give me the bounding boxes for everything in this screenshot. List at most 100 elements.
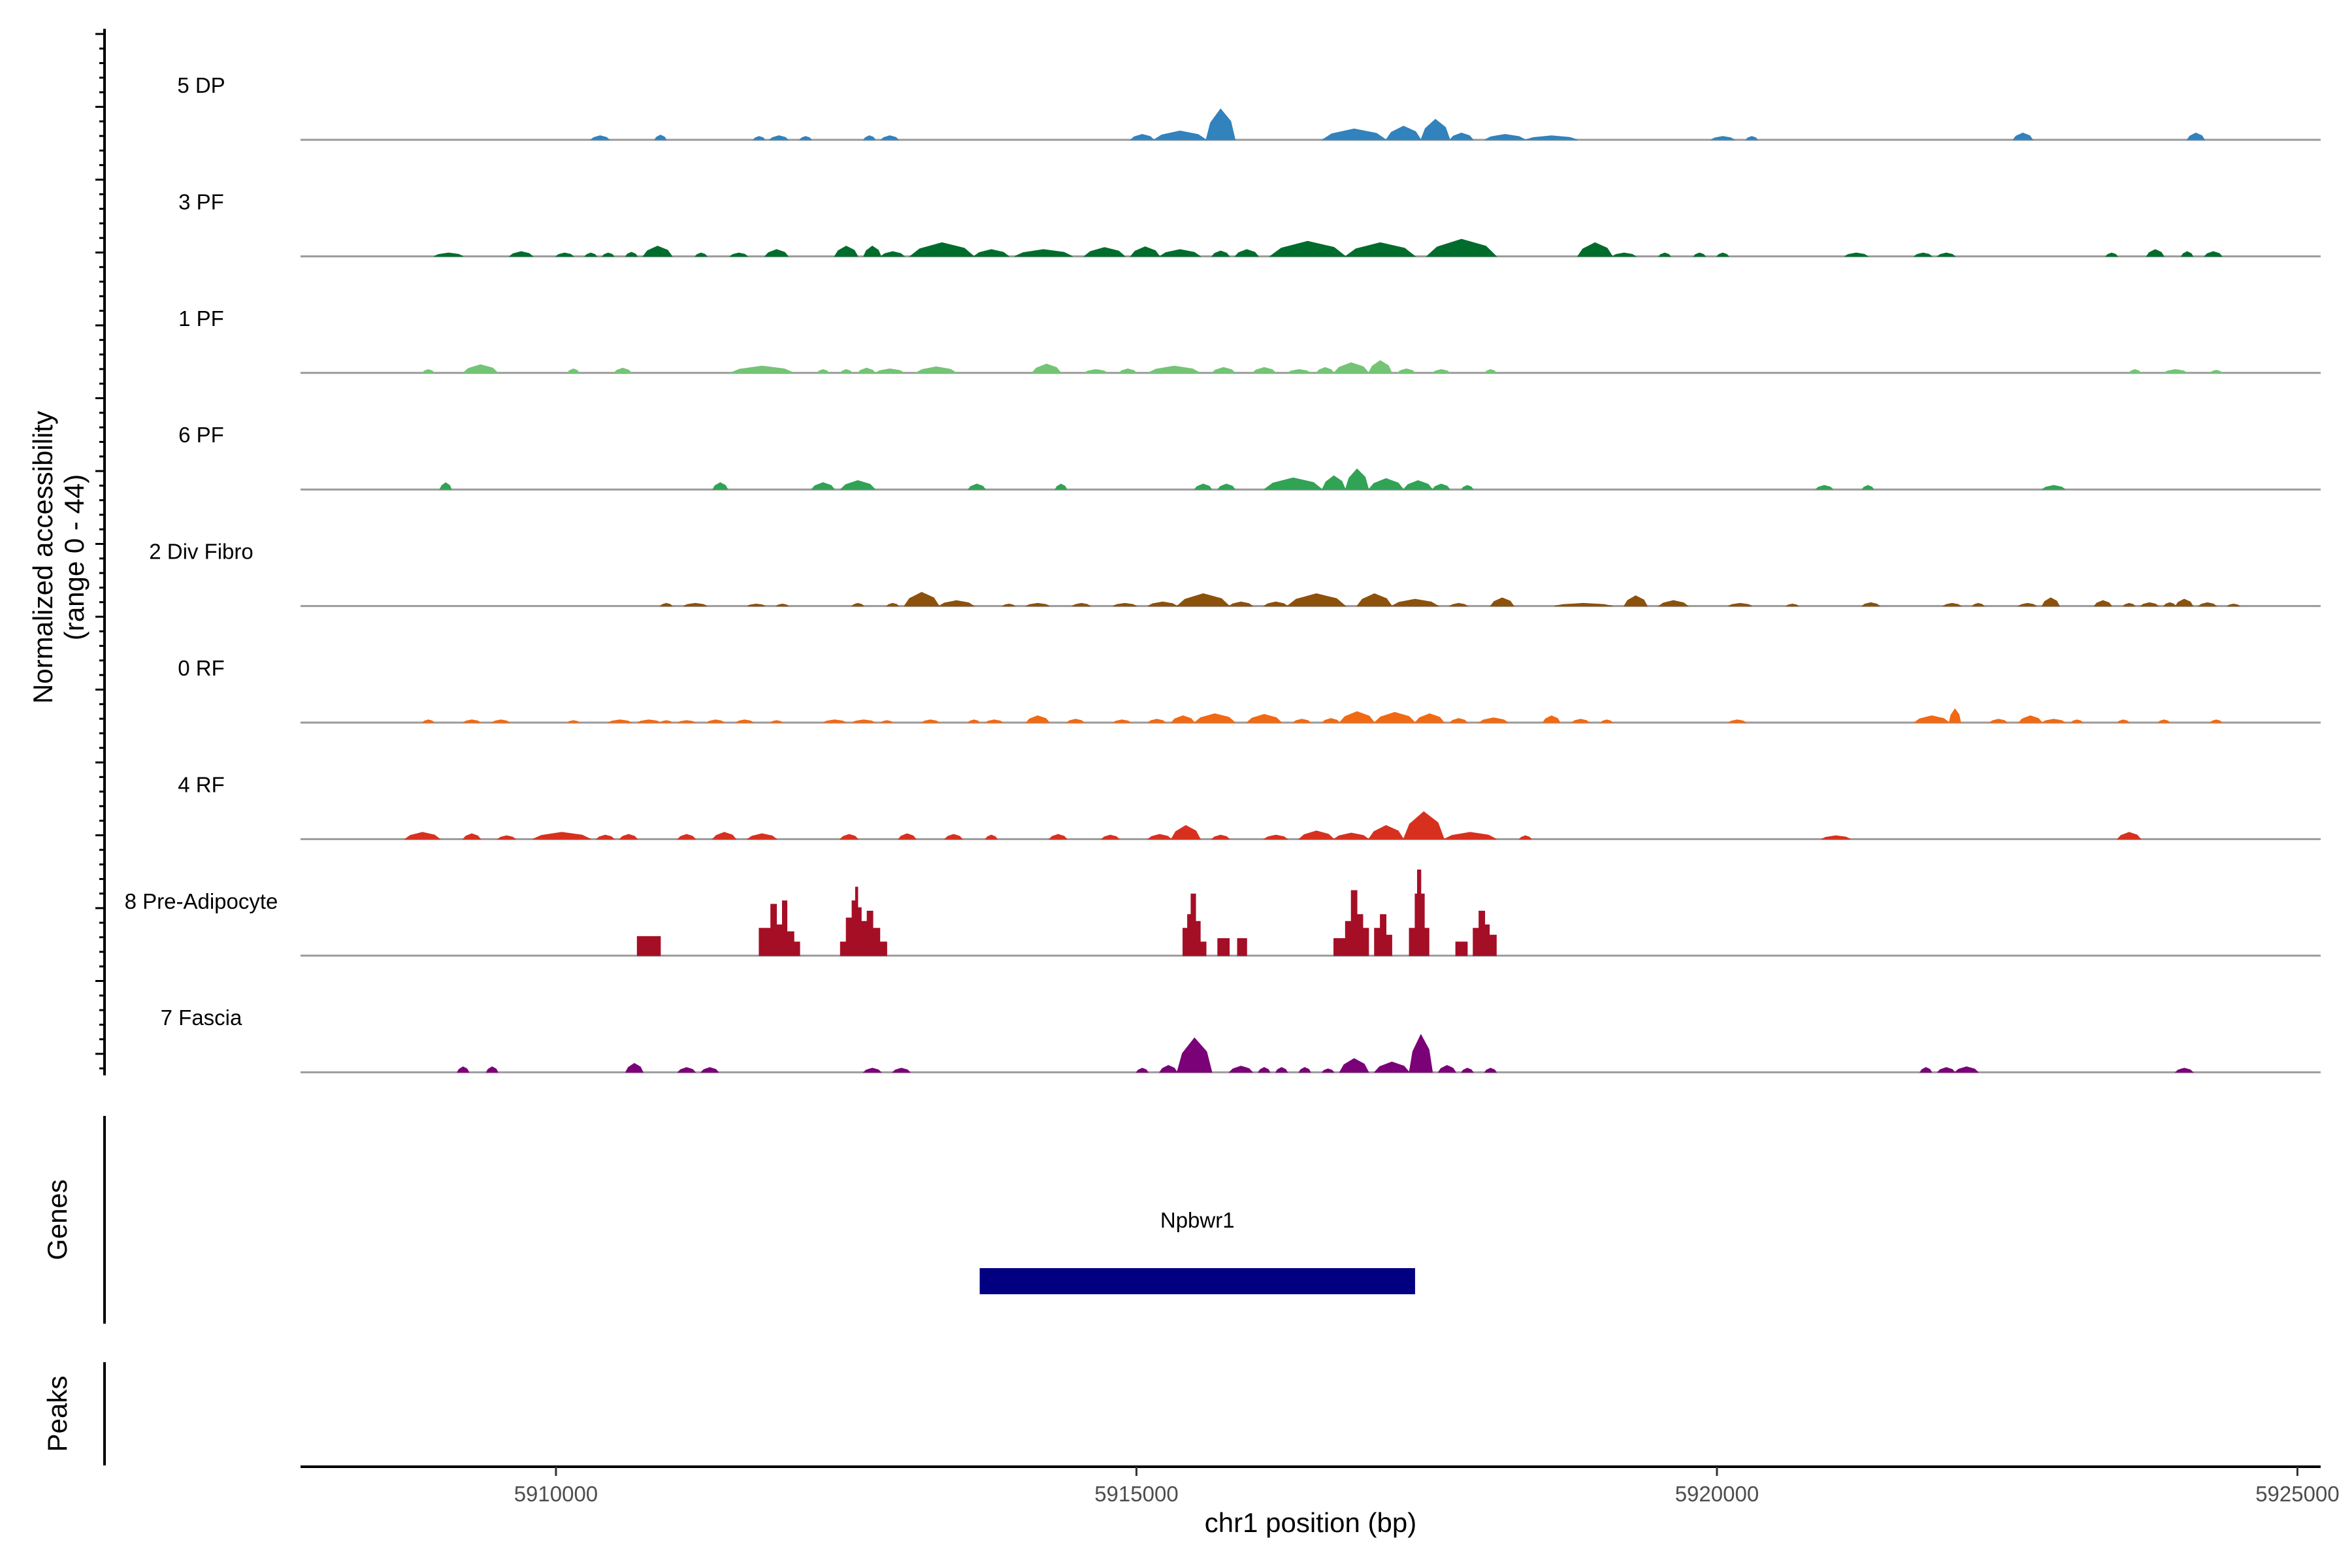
coverage-peak: [857, 907, 862, 956]
coverage-peak: [851, 719, 875, 723]
coverage-peak: [584, 252, 598, 257]
track-label: 3 PF: [178, 189, 224, 214]
coverage-peak: [1814, 485, 1834, 490]
coverage-peak: [1367, 825, 1405, 840]
coverage-peak: [851, 602, 865, 607]
coverage-peak: [1130, 134, 1155, 140]
coverage-peak: [834, 246, 858, 257]
coverage-peak: [775, 603, 789, 607]
coverage-peak: [944, 834, 964, 840]
coverage-peak: [1913, 715, 1950, 723]
coverage-peak: [404, 832, 441, 840]
coverage-peak: [2227, 603, 2241, 607]
coverage-peak: [1623, 595, 1648, 607]
coverage-peak: [1414, 893, 1418, 956]
coverage-peak: [1409, 1034, 1433, 1073]
coverage-peak: [1205, 108, 1236, 140]
coverage-peak: [1251, 367, 1277, 374]
coverage-peak: [1437, 1065, 1457, 1073]
coverage-peak: [1112, 719, 1132, 723]
coverage-peak: [1484, 369, 1497, 374]
coverage-peak: [1321, 718, 1341, 723]
coverage-peak: [769, 720, 784, 723]
coverage-peak: [886, 602, 900, 607]
coverage-peak: [1403, 811, 1445, 840]
coverage-peak: [855, 887, 858, 956]
x-tick-label: 5920000: [1675, 1482, 1759, 1506]
coverage-peak: [1344, 242, 1416, 257]
coverage-peak: [1392, 598, 1440, 607]
coverage-peak: [2042, 719, 2066, 723]
coverage-peak: [2163, 602, 2176, 607]
coverage-peak: [1333, 362, 1369, 374]
coverage-peak: [1292, 719, 1312, 723]
coverage-peak: [2041, 597, 2061, 607]
coverage-peak: [457, 1066, 470, 1073]
coverage-peak: [2017, 715, 2043, 723]
coverage-peak: [1333, 938, 1346, 956]
coverage-peak: [880, 251, 906, 257]
coverage-peak: [781, 900, 788, 956]
coverage-peak: [566, 368, 580, 374]
coverage-peak: [1176, 593, 1230, 607]
coverage-peak: [1275, 1067, 1288, 1073]
coverage-peak: [880, 135, 900, 140]
coverage-peak: [1147, 834, 1173, 840]
coverage-peak: [1386, 934, 1392, 956]
coverage-peak: [2157, 719, 2171, 723]
coverage-peak: [1658, 252, 1671, 257]
coverage-peak: [746, 833, 778, 840]
coverage-peak: [898, 833, 917, 840]
track-labels: 5 DP 3 PF 1 PF 6 PF 2 Div Fibro 0 RF 4 RF 8 Pre…: [125, 73, 278, 1030]
coverage-peak: [1118, 368, 1137, 374]
coverage-peak: [1287, 369, 1312, 374]
coverage-peak: [810, 482, 836, 490]
coverage-peak: [1237, 938, 1247, 956]
coverage-peak: [2105, 252, 2119, 257]
coverage-peak: [840, 941, 847, 956]
coverage-peak: [1048, 834, 1068, 840]
coverage-peak: [2122, 602, 2136, 607]
coverage-peak: [1159, 1065, 1178, 1073]
coverage-peak: [2197, 602, 2217, 607]
track-label: 4 RF: [178, 772, 225, 796]
coverage-peak: [706, 719, 726, 723]
coverage-peak: [1130, 246, 1160, 257]
coverage-peak: [1710, 136, 1736, 140]
coverage-peak: [2163, 369, 2189, 374]
coverage-peak: [637, 719, 661, 723]
coverage-peak: [1014, 249, 1073, 257]
coverage-peak: [2209, 719, 2223, 723]
coverage-peak: [1571, 719, 1590, 723]
coverage-peak: [1263, 601, 1289, 607]
coverage-peak: [1396, 368, 1416, 374]
coverage-peak: [872, 928, 881, 956]
coverage-peak: [1211, 250, 1230, 257]
coverage-peak: [879, 941, 887, 956]
coverage-peak: [566, 720, 581, 723]
coverage-peak: [985, 834, 998, 840]
coverage-peak: [823, 719, 847, 723]
coverage-peak: [1473, 928, 1480, 956]
coverage-peak: [734, 719, 755, 723]
coverage-peak: [1599, 719, 1614, 723]
coverage-peak: [636, 936, 661, 956]
coverage-peak: [1298, 830, 1335, 840]
coverage-peak: [421, 369, 435, 374]
coverage-peak: [845, 917, 853, 956]
coverage-peak: [1158, 249, 1201, 257]
coverage-peak: [1350, 890, 1358, 956]
x-axis-ticks: 5910000 5915000 5920000 5925000: [514, 1467, 2340, 1506]
coverage-peak: [1448, 602, 1469, 607]
coverage-peak: [1183, 928, 1188, 956]
coverage-peak: [1345, 921, 1352, 956]
coverage-peak: [1380, 914, 1387, 956]
coverage-peak: [1339, 1058, 1369, 1073]
coverage-peak: [1542, 715, 1561, 723]
coverage-peak: [1385, 125, 1422, 140]
coverage-peak: [759, 928, 772, 956]
coverage-peak: [1002, 603, 1016, 607]
coverage-peak: [1211, 367, 1236, 374]
coverage-peak: [1286, 593, 1347, 607]
coverage-peak: [1484, 1068, 1497, 1073]
